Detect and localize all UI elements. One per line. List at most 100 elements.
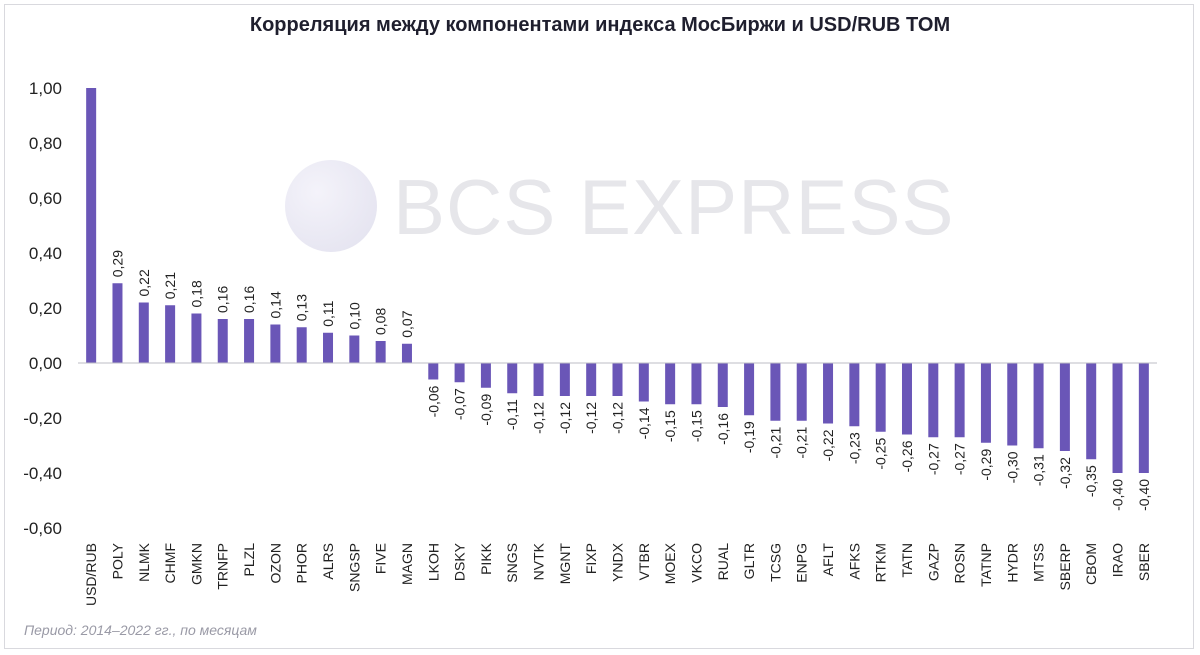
data-label: 0,22 [136, 269, 152, 296]
bar-fixp [586, 363, 597, 396]
x-tick-label: MTSS [1031, 543, 1047, 582]
x-tick-label: SBER [1136, 543, 1152, 581]
data-label: -0,27 [952, 443, 968, 475]
bar-rual [717, 363, 728, 407]
bar-gltr [744, 363, 755, 416]
x-tick-label: PIKK [478, 542, 494, 575]
data-label: -0,09 [478, 394, 494, 426]
x-tick-label: TCSG [767, 543, 783, 582]
data-label: 0,07 [399, 310, 415, 337]
bar-tatnp [980, 363, 991, 443]
bar-dsky [454, 363, 465, 383]
x-tick-label: RUAL [715, 543, 731, 581]
y-tick-label: 0,60 [29, 189, 62, 208]
bar-nlmk [138, 302, 149, 363]
y-tick-label: 1,00 [29, 79, 62, 98]
bar-gmkn [191, 313, 202, 363]
x-tick-label: CBOM [1083, 543, 1099, 585]
x-tick-label: GMKN [188, 543, 204, 585]
watermark-logo-icon [285, 160, 377, 252]
x-tick-label: VKCO [688, 543, 704, 583]
watermark: BCS EXPRESS [285, 158, 954, 258]
bar-ozon [270, 324, 281, 363]
data-label: -0,12 [531, 402, 547, 434]
data-label: -0,12 [583, 402, 599, 434]
x-tick-label: MGNT [557, 543, 573, 585]
x-tick-label: AFKS [846, 543, 862, 580]
data-label: 0,29 [109, 250, 125, 277]
bar-chmf [165, 305, 176, 363]
data-label: -0,12 [557, 402, 573, 434]
x-tick-label: GLTR [741, 543, 757, 579]
bar-nvtk [533, 363, 544, 396]
x-tick-label: FIXP [583, 543, 599, 574]
data-label: -0,15 [662, 410, 678, 442]
chart-title: Корреляция между компонентами индекса Мо… [249, 14, 951, 36]
footnote: Период: 2014–2022 гг., по месяцам [24, 622, 257, 638]
x-tick-label: TATN [899, 543, 915, 577]
x-tick-label: SNGS [504, 543, 520, 583]
x-tick-label: YNDX [610, 542, 626, 582]
data-label: 0,11 [320, 300, 336, 326]
x-tick-label: SNGSP [346, 543, 362, 592]
x-tick-label: POLY [109, 542, 125, 579]
y-tick-label: -0,20 [23, 409, 62, 428]
x-tick-label: USD/RUB [83, 543, 99, 606]
y-tick-label: -0,60 [23, 519, 62, 538]
bar-moex [665, 363, 676, 405]
x-tick-label: CHMF [162, 543, 178, 583]
data-label: -0,26 [899, 440, 915, 472]
bar-sngs [507, 363, 518, 394]
data-label: -0,21 [767, 427, 783, 459]
data-label: -0,27 [925, 443, 941, 475]
bar-phor [296, 327, 307, 363]
data-label: -0,14 [636, 407, 652, 439]
x-tick-label: NVTK [531, 542, 547, 580]
data-label: 0,13 [294, 294, 310, 321]
bar-pikk [480, 363, 491, 388]
bar-hydr [1007, 363, 1018, 446]
bar-vkco [691, 363, 702, 405]
data-label: -0,07 [452, 388, 468, 420]
y-tick-label: 0,00 [29, 354, 62, 373]
bar-afks [849, 363, 860, 427]
x-tick-label: AFLT [820, 543, 836, 577]
y-tick-label: 0,80 [29, 134, 62, 153]
bar-irao [1112, 363, 1123, 473]
x-tick-label: ROSN [952, 543, 968, 583]
bar-tcsg [770, 363, 781, 421]
bar-tatn [901, 363, 912, 435]
bar-enpg [796, 363, 807, 421]
data-label: -0,31 [1031, 454, 1047, 486]
data-label: -0,32 [1057, 457, 1073, 489]
watermark-text: BCS EXPRESS [393, 163, 955, 251]
x-tick-label: GAZP [925, 543, 941, 581]
x-tick-label: DSKY [452, 542, 468, 581]
x-tick-label: MAGN [399, 543, 415, 585]
bar-usd-rub [86, 88, 97, 363]
bar-rtkm [875, 363, 886, 432]
x-tick-label: ALRS [320, 543, 336, 580]
data-label: 0,16 [241, 286, 257, 313]
x-tick-label: LKOH [425, 543, 441, 581]
bar-alrs [323, 332, 334, 363]
data-label: -0,15 [688, 410, 704, 442]
bar-magn [401, 343, 412, 363]
data-label: -0,22 [820, 429, 836, 461]
data-label: -0,40 [1136, 479, 1152, 511]
x-tick-label: PLZL [241, 543, 257, 577]
data-label: -0,12 [610, 402, 626, 434]
data-label: -0,16 [715, 413, 731, 445]
y-tick-label: 0,20 [29, 299, 62, 318]
y-tick-label: -0,40 [23, 464, 62, 483]
bar-cbom [1086, 363, 1097, 460]
x-tick-label: FIVE [373, 543, 389, 574]
data-label: 0,10 [346, 302, 362, 329]
data-label: -0,11 [504, 399, 520, 430]
data-label: 0,16 [215, 286, 231, 313]
x-tick-label: HYDR [1004, 543, 1020, 583]
data-label: -0,23 [846, 432, 862, 464]
chart-frame [4, 4, 1194, 649]
bar-sber [1138, 363, 1149, 473]
